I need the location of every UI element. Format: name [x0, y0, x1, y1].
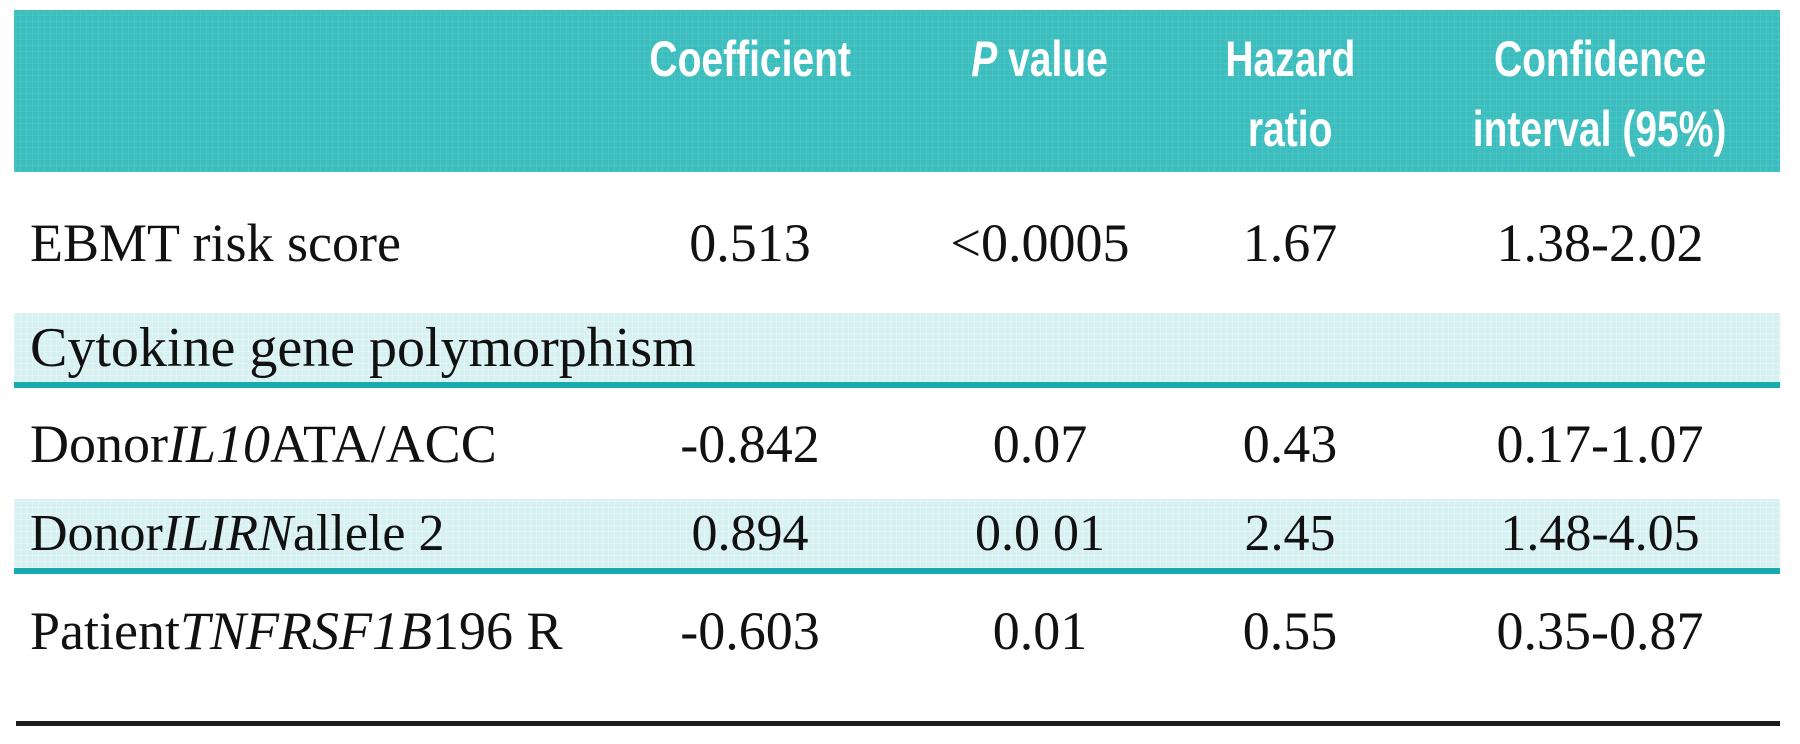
header-label-ci-line2: interval (95%): [1473, 101, 1727, 157]
header-label-p-value: P value: [971, 31, 1109, 87]
table-row-donor-il10: Donor IL10 ATA/ACC -0.842 0.07 0.43 0.17…: [14, 388, 1780, 499]
p-value: <0.0005: [950, 212, 1130, 273]
confidence-interval-value: 0.35-0.87: [1496, 601, 1704, 661]
table-row-ebmt-risk-score: EBMT risk score 0.513 <0.0005 1.67 1.38-…: [14, 172, 1780, 313]
gene-name: IL10: [167, 413, 270, 474]
hazard-ratio-value: 2.45: [1244, 505, 1336, 562]
gene-name: ILIRN: [162, 505, 293, 562]
hazard-ratio-value: 0.43: [1242, 413, 1338, 474]
coefficient-value: -0.842: [680, 413, 820, 474]
table-row-patient-tnfrsf1b: Patient TNFRSF1B 196 R -0.603 0.01 0.55 …: [14, 574, 1780, 688]
header-cell-confidence-interval: Confidence interval (95%): [1420, 10, 1780, 172]
hazard-ratio-value: 1.67: [1242, 212, 1338, 273]
section-label: Cytokine gene polymorphism: [30, 316, 696, 379]
p-value: 0.07: [992, 413, 1088, 474]
header-cell-empty: [14, 10, 580, 172]
table-section-row-cytokine: Cytokine gene polymorphism: [14, 313, 1780, 388]
header-label-hazard-line2: ratio: [1247, 101, 1333, 157]
header-label-ci-line1: Confidence: [1493, 31, 1707, 87]
p-value: 0.01: [992, 601, 1088, 661]
results-table: Coefficient P value Hazard ratio Confide…: [14, 10, 1780, 688]
row-label: Donor ILIRN allele 2: [30, 505, 445, 562]
header-label-coefficient: Coefficient: [649, 31, 851, 87]
confidence-interval-value: 1.48-4.05: [1500, 505, 1700, 562]
hazard-ratio-value: 0.55: [1242, 601, 1338, 661]
row-label: Donor IL10 ATA/ACC: [30, 413, 497, 474]
confidence-interval-value: 1.38-2.02: [1496, 212, 1704, 273]
table-row-donor-ilirn: Donor ILIRN allele 2 0.894 0.0 01 2.45 1…: [14, 499, 1780, 574]
coefficient-value: 0.894: [691, 505, 809, 562]
gene-name: TNFRSF1B: [179, 601, 432, 661]
coefficient-value: -0.603: [680, 601, 820, 661]
row-label: EBMT risk score: [30, 212, 401, 273]
header-cell-hazard-ratio: Hazard ratio: [1160, 10, 1420, 172]
table-header-row: Coefficient P value Hazard ratio Confide…: [14, 10, 1780, 172]
confidence-interval-value: 0.17-1.07: [1496, 413, 1704, 474]
p-value: 0.0 01: [975, 505, 1105, 562]
row-label: Patient TNFRSF1B 196 R: [30, 601, 563, 661]
coefficient-value: 0.513: [689, 212, 811, 273]
header-cell-coefficient: Coefficient: [580, 10, 920, 172]
bottom-rule: [16, 721, 1780, 726]
header-cell-p-value: P value: [920, 10, 1160, 172]
header-label-hazard-line1: Hazard: [1224, 31, 1356, 87]
